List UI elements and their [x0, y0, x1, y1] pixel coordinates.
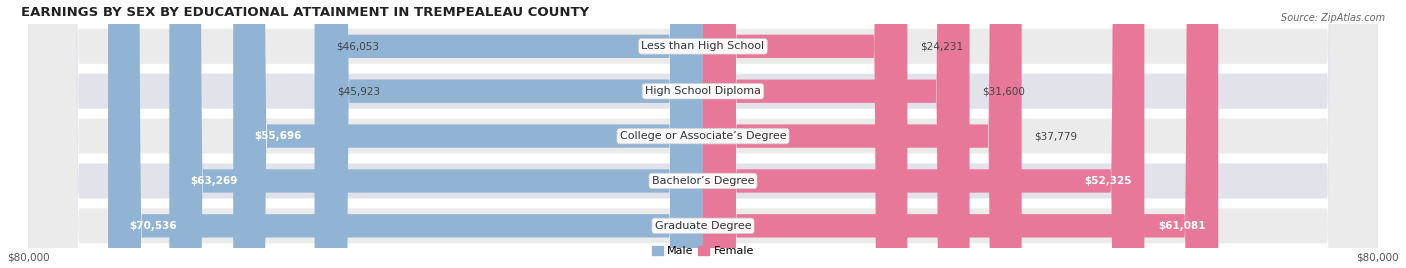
FancyBboxPatch shape: [703, 0, 970, 268]
Legend: Male, Female: Male, Female: [647, 242, 759, 261]
Text: $55,696: $55,696: [254, 131, 302, 141]
FancyBboxPatch shape: [28, 0, 1378, 268]
FancyBboxPatch shape: [703, 0, 1022, 268]
FancyBboxPatch shape: [169, 0, 703, 268]
FancyBboxPatch shape: [108, 0, 703, 268]
Text: $63,269: $63,269: [190, 176, 238, 186]
Text: Source: ZipAtlas.com: Source: ZipAtlas.com: [1281, 13, 1385, 23]
FancyBboxPatch shape: [28, 0, 1378, 268]
FancyBboxPatch shape: [233, 0, 703, 268]
FancyBboxPatch shape: [28, 0, 1378, 268]
Text: $31,600: $31,600: [983, 86, 1025, 96]
Text: College or Associate’s Degree: College or Associate’s Degree: [620, 131, 786, 141]
Text: $46,053: $46,053: [336, 41, 378, 51]
Text: Bachelor’s Degree: Bachelor’s Degree: [652, 176, 754, 186]
FancyBboxPatch shape: [28, 0, 1378, 268]
Text: $24,231: $24,231: [920, 41, 963, 51]
Text: $37,779: $37,779: [1035, 131, 1077, 141]
Text: $70,536: $70,536: [129, 221, 177, 231]
Text: EARNINGS BY SEX BY EDUCATIONAL ATTAINMENT IN TREMPEALEAU COUNTY: EARNINGS BY SEX BY EDUCATIONAL ATTAINMEN…: [21, 6, 589, 18]
FancyBboxPatch shape: [703, 0, 907, 268]
FancyBboxPatch shape: [28, 0, 1378, 268]
FancyBboxPatch shape: [315, 0, 703, 268]
FancyBboxPatch shape: [316, 0, 703, 268]
Text: $45,923: $45,923: [337, 86, 380, 96]
FancyBboxPatch shape: [703, 0, 1218, 268]
Text: Graduate Degree: Graduate Degree: [655, 221, 751, 231]
Text: Less than High School: Less than High School: [641, 41, 765, 51]
Text: High School Diploma: High School Diploma: [645, 86, 761, 96]
Text: $52,325: $52,325: [1084, 176, 1132, 186]
FancyBboxPatch shape: [703, 0, 1144, 268]
Text: $61,081: $61,081: [1159, 221, 1205, 231]
